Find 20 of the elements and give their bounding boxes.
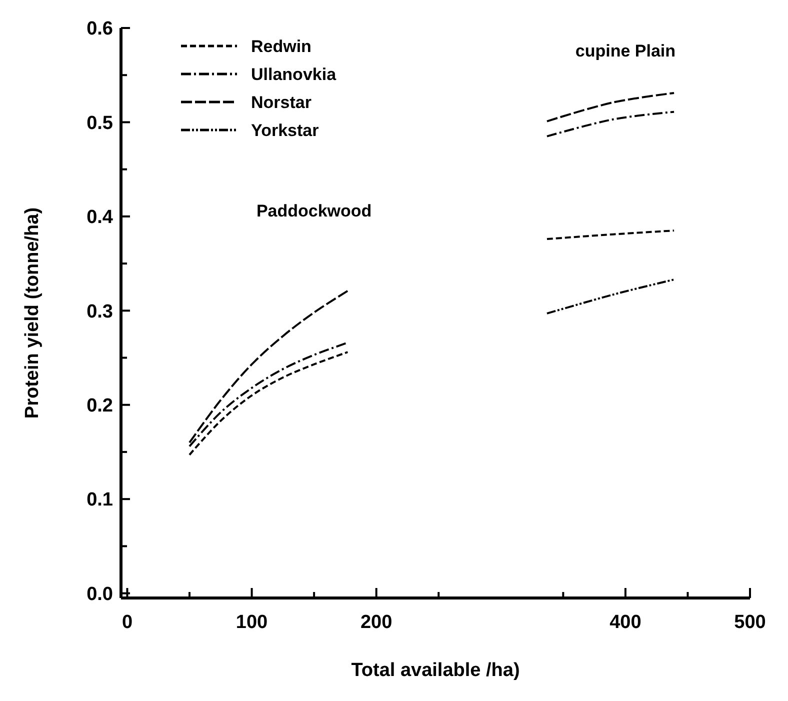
x-tick-label: 500 (734, 612, 766, 633)
annotation: Paddockwood (256, 201, 372, 220)
x-tick-label: 200 (360, 612, 392, 633)
y-tick-label: 0.0 (86, 584, 113, 605)
y-axis-title: Protein yield (tonne/ha) (22, 207, 43, 419)
y-tick-label: 0.2 (86, 396, 113, 417)
x-tick-label: 100 (236, 612, 268, 633)
x-tick-label: 400 (610, 612, 642, 633)
legend-label: Ullanovkia (251, 64, 337, 84)
y-tick-label: 0.6 (86, 18, 113, 40)
y-tick-label: 0.1 (86, 490, 114, 511)
annotation: cupine Plain (575, 41, 676, 60)
y-tick-label: 0.5 (86, 112, 114, 134)
y-tick-label: 0.4 (86, 207, 114, 228)
legend-label: Norstar (251, 92, 312, 112)
y-tick-label: 0.3 (86, 301, 113, 322)
x-axis-title: Total available /ha) (351, 660, 520, 681)
x-tick-label: 0 (122, 612, 133, 633)
legend-label: Redwin (251, 36, 312, 56)
legend-label: Yorkstar (251, 120, 320, 140)
